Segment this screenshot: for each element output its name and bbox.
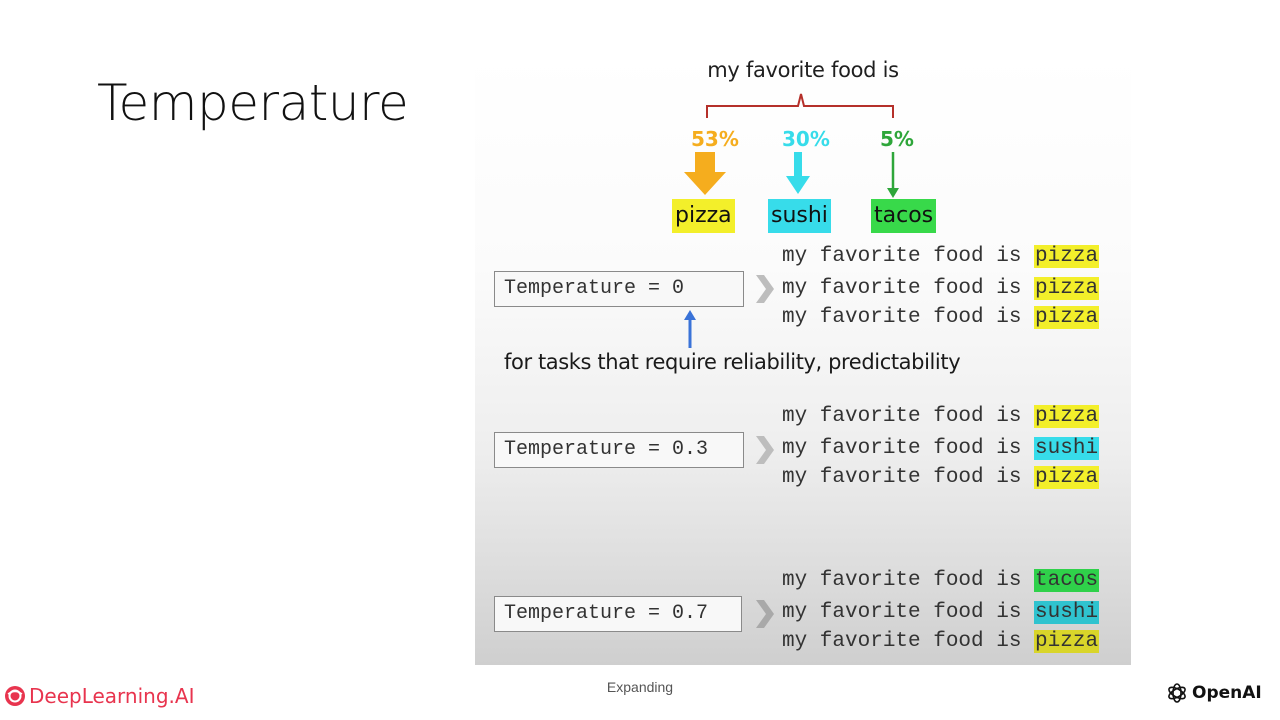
highlight-pizza: pizza (1034, 245, 1100, 268)
percent-tacos: 5% (880, 127, 914, 151)
output-line: my favorite food is pizza (782, 306, 1100, 329)
chevron-right-icon (756, 275, 774, 303)
temperature-03-box: Temperature = 0.3 (494, 432, 744, 468)
output-line: my favorite food is pizza (782, 630, 1100, 653)
chevron-right-icon (756, 436, 774, 464)
arrow-tacos-icon (887, 152, 899, 198)
deeplearning-logo-text: DeepLearning.AI (29, 684, 195, 708)
highlight-pizza: pizza (1034, 306, 1100, 329)
temperature-07-box: Temperature = 0.7 (494, 596, 742, 632)
openai-logo: OpenAI (1166, 682, 1262, 704)
highlight-pizza: pizza (1034, 277, 1100, 300)
page-title: Temperature (97, 74, 409, 132)
chevron-right-icon (756, 600, 774, 628)
deeplearning-logo: DeepLearning.AI (4, 684, 194, 708)
output-line: my favorite food is sushi (782, 601, 1100, 624)
highlight-pizza: pizza (1034, 466, 1100, 489)
percent-sushi: 30% (782, 127, 830, 151)
temperature-diagram: my favorite food is 53% 30% 5% pizza sus… (475, 54, 1131, 665)
highlight-pizza: pizza (1034, 630, 1100, 653)
highlight-sushi: sushi (1034, 601, 1100, 624)
highlight-tacos: tacos (1034, 569, 1100, 592)
highlight-sushi: sushi (1034, 437, 1100, 460)
option-tacos: tacos (871, 199, 937, 233)
highlight-pizza: pizza (1034, 405, 1100, 428)
output-line: my favorite food is pizza (782, 245, 1100, 268)
openai-logo-text: OpenAI (1192, 683, 1262, 703)
output-line: my favorite food is sushi (782, 437, 1100, 460)
bracket (706, 93, 894, 118)
output-line: my favorite food is tacos (782, 569, 1100, 592)
arrow-sushi-icon (786, 152, 810, 194)
footer-text: Expanding (606, 679, 674, 695)
output-line: my favorite food is pizza (782, 405, 1100, 428)
option-pizza: pizza (672, 199, 735, 233)
reliability-note: for tasks that require reliability, pred… (504, 350, 961, 374)
arrow-pizza-icon (684, 152, 726, 195)
output-line: my favorite food is pizza (782, 466, 1100, 489)
output-line: my favorite food is pizza (782, 277, 1100, 300)
option-sushi: sushi (768, 199, 831, 233)
temperature-0-box: Temperature = 0 (494, 271, 744, 307)
deeplearning-logo-icon (5, 686, 25, 706)
openai-logo-icon (1168, 683, 1186, 703)
prompt-text: my favorite food is (707, 58, 899, 82)
percent-pizza: 53% (691, 127, 739, 151)
arrow-up-icon (684, 310, 696, 348)
